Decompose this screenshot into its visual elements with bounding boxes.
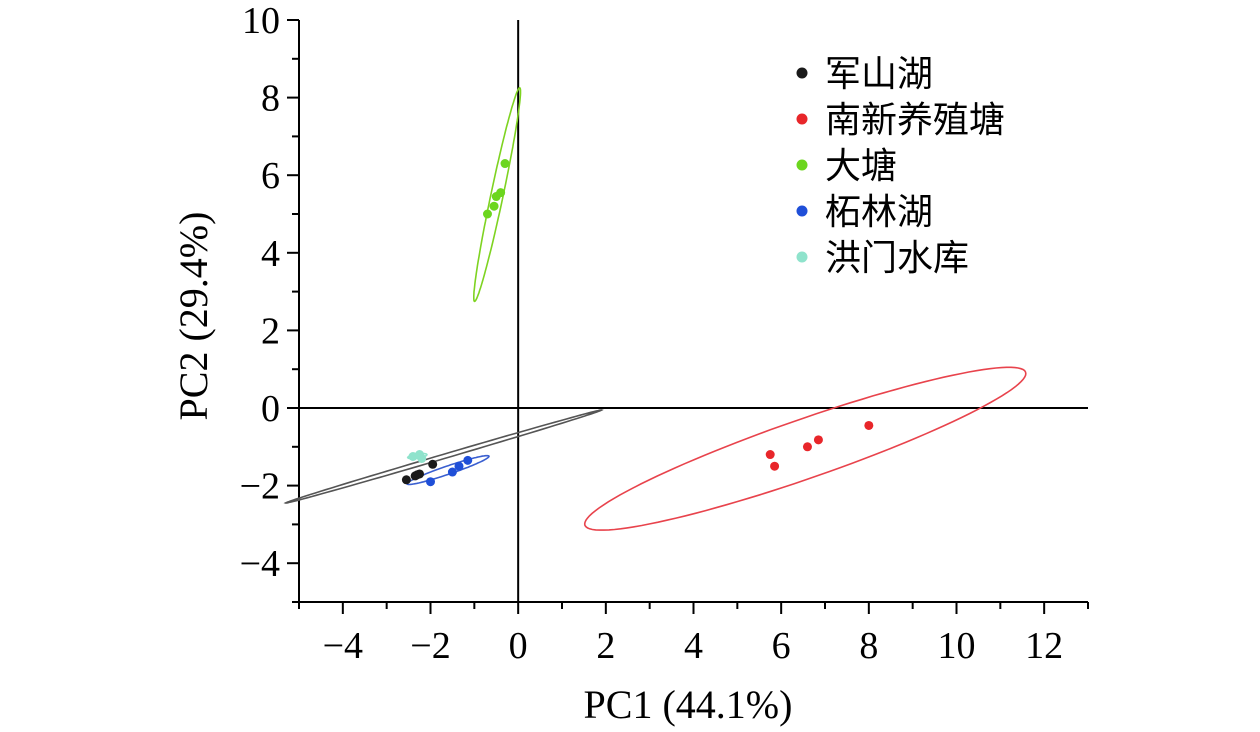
legend-marker-洪门水库 (796, 251, 808, 263)
ellipse-大塘 (472, 86, 522, 303)
y-tick-label: −4 (240, 543, 280, 585)
legend-label-大塘: 大塘 (825, 146, 897, 187)
x-axis-title: PC1 (44.1%) (584, 682, 793, 727)
y-tick-label: 10 (242, 0, 280, 42)
x-tick-label: 8 (859, 625, 878, 667)
point-柘林湖 (454, 461, 464, 471)
legend-label-军山湖: 军山湖 (825, 54, 933, 95)
x-tick-label: −4 (323, 625, 363, 667)
point-大塘 (482, 209, 492, 219)
point-洪门水库 (417, 453, 427, 463)
legend-label-南新养殖塘: 南新养殖塘 (825, 100, 1005, 141)
point-南新养殖塘 (765, 450, 775, 460)
legend-marker-柘林湖 (796, 205, 808, 217)
point-南新养殖塘 (813, 435, 823, 445)
axes: −4 −2 0 2 4 6 8 10 12 −4 −2 0 2 4 6 8 10 (240, 0, 1089, 667)
point-南新养殖塘 (802, 442, 812, 452)
x-tick-label: 12 (1025, 625, 1063, 667)
y-tick-label: 6 (261, 155, 280, 197)
point-大塘 (500, 159, 510, 169)
point-柘林湖 (463, 455, 473, 465)
confidence-ellipses (283, 86, 1027, 531)
x-tick-label: −2 (410, 625, 450, 667)
point-军山湖 (401, 475, 411, 485)
legend-marker-大塘 (796, 159, 808, 171)
point-大塘 (489, 201, 499, 211)
point-南新养殖塘 (864, 420, 874, 430)
point-大塘 (491, 192, 501, 202)
x-tick-label: 0 (509, 625, 528, 667)
data-points (401, 159, 874, 487)
legend-label-柘林湖: 柘林湖 (825, 192, 933, 233)
ellipse-南新养殖塘 (583, 366, 1027, 531)
y-tick-label: 2 (261, 310, 280, 352)
point-军山湖 (428, 459, 438, 469)
legend-marker-南新养殖塘 (796, 113, 808, 125)
x-tick-label: 2 (596, 625, 615, 667)
y-tick-label: −2 (240, 466, 280, 508)
point-柘林湖 (447, 467, 457, 477)
y-tick-label: 8 (261, 78, 280, 120)
x-tick-label: 6 (772, 625, 791, 667)
legend-marker-军山湖 (796, 67, 808, 79)
y-tick-label: 4 (261, 233, 280, 275)
y-axis-title: PC2 (29.4%) (171, 212, 216, 421)
point-柘林湖 (426, 477, 435, 487)
y-tick-label: 0 (261, 388, 280, 430)
x-tick-label: 10 (938, 625, 976, 667)
legend-label-洪门水库: 洪门水库 (825, 238, 969, 279)
point-军山湖 (412, 470, 422, 480)
point-南新养殖塘 (770, 461, 780, 471)
ellipse-军山湖 (283, 409, 604, 504)
x-tick-label: 4 (684, 625, 703, 667)
